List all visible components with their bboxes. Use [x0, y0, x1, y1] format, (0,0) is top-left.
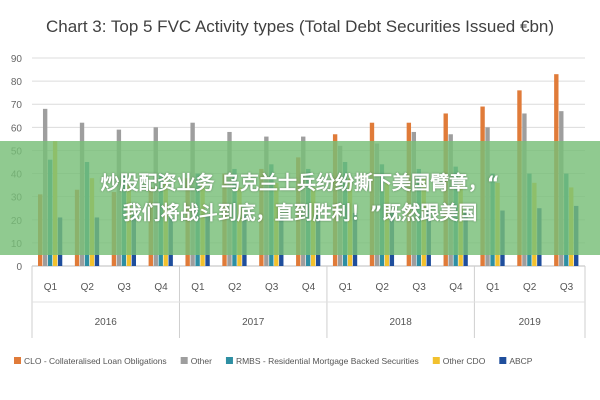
- x-tick-label: Q2: [81, 282, 95, 293]
- x-tick-label: Q1: [44, 282, 58, 293]
- legend-label: Other CDO: [443, 356, 486, 366]
- y-tick-label: 70: [11, 100, 23, 111]
- legend-label: Other: [191, 356, 212, 366]
- overlay-banner: 炒股配资业务 乌克兰士兵纷纷撕下美国臂章，“ 我们将战斗到底，直到胜利！”既然跟…: [0, 141, 600, 255]
- x-tick-label: Q1: [486, 282, 500, 293]
- y-tick-label: 80: [11, 77, 23, 88]
- x-tick-label: Q3: [412, 282, 426, 293]
- legend-label: CLO - Collateralised Loan Obligations: [24, 356, 167, 366]
- x-tick-label: Q4: [154, 282, 168, 293]
- x-tick-label: Q1: [339, 282, 353, 293]
- legend-swatch: [14, 357, 21, 364]
- year-group-label: 2017: [242, 317, 265, 328]
- x-tick-label: Q3: [560, 282, 574, 293]
- legend-swatch: [499, 357, 507, 364]
- year-group-label: 2018: [390, 317, 413, 328]
- y-tick-label: 0: [16, 262, 22, 273]
- x-tick-label: Q3: [265, 282, 279, 293]
- x-tick-label: Q4: [449, 282, 463, 293]
- y-tick-label: 60: [11, 123, 23, 134]
- legend-label: RMBS - Residential Mortgage Backed Secur…: [236, 356, 419, 366]
- x-tick-label: Q3: [117, 282, 131, 293]
- chart-title: Chart 3: Top 5 FVC Activity types (Total…: [46, 17, 554, 36]
- x-tick-label: Q2: [523, 282, 537, 293]
- legend-swatch: [180, 357, 188, 364]
- x-tick-label: Q2: [376, 282, 390, 293]
- x-tick-label: Q2: [228, 282, 242, 293]
- banner-line-2: 我们将战斗到底，直到胜利！”既然跟美国: [122, 202, 478, 224]
- year-group-label: 2019: [519, 317, 542, 328]
- y-tick-label: 90: [11, 54, 23, 65]
- legend-swatch: [225, 357, 233, 364]
- legend-swatch: [432, 357, 440, 364]
- x-tick-label: Q4: [302, 282, 316, 293]
- year-group-label: 2016: [95, 317, 118, 328]
- banner-line-1: 炒股配资业务 乌克兰士兵纷纷撕下美国臂章，“: [100, 172, 500, 194]
- legend-label: ABCP: [509, 356, 532, 366]
- x-tick-label: Q1: [191, 282, 205, 293]
